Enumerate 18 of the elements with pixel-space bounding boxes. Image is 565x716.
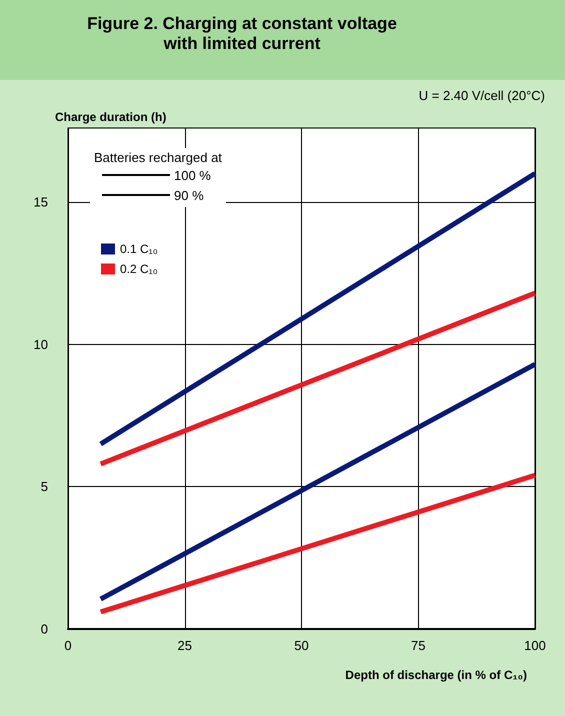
y-axis-title: Charge duration (h) [55,110,166,124]
x-tick-label: 0 [64,638,72,653]
x-tick-label: 50 [294,638,309,653]
annotation: 90 % [174,188,204,202]
y-tick-label: 10 [34,336,48,352]
y-tick-label: 0 [40,622,48,636]
legend-label: 0.2 C₁₀ [120,262,158,276]
y-tick-label: 15 [34,194,48,210]
chart-subtitle: U = 2.40 V/cell (20°C) [418,88,545,103]
annotation: 100 % [174,168,211,182]
x-tick-label: 75 [411,638,426,653]
x-tick-label: 25 [178,638,192,653]
chart-title: Figure 2. Charging at constant voltage with limited current [86,14,398,54]
legend-label: 0.1 C₁₀ [120,242,158,256]
x-tick-label: 100 [524,638,546,653]
y-tick-label: 5 [40,479,48,494]
x-axis-title: Depth of discharge (in % of C₁₀) [345,668,527,682]
legend-title: Batteries recharged at [94,150,222,165]
